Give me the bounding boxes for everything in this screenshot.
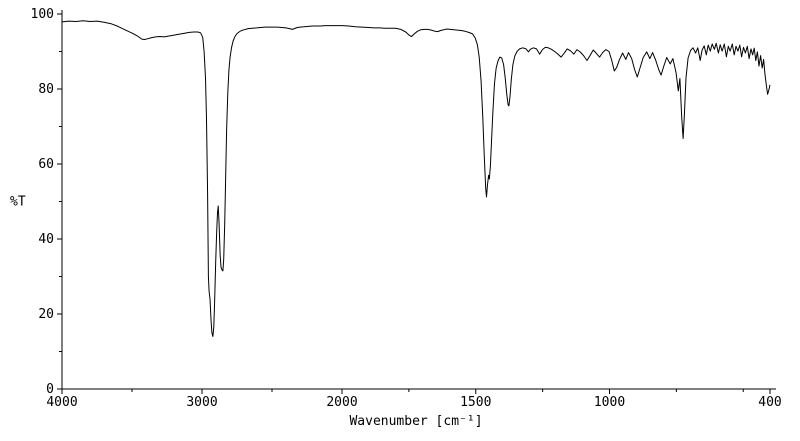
- y-tick-label: 60: [38, 157, 54, 172]
- x-axis: 4000 3000 2000 1500 1000 400: [46, 389, 782, 410]
- x-tick-label: 3000: [186, 395, 217, 410]
- spectrum-line: [61, 20, 771, 337]
- y-axis: 0 20 40 60 80 100: [31, 7, 62, 397]
- x-tick-label: 4000: [46, 395, 77, 410]
- x-axis-title: Wavenumber [cm⁻¹]: [349, 414, 482, 429]
- y-tick-label: 0: [46, 382, 54, 397]
- y-tick-label: 20: [38, 307, 54, 322]
- x-tick-label: 1000: [594, 395, 625, 410]
- y-axis-title: %T: [10, 195, 26, 210]
- x-tick-label: 400: [758, 395, 781, 410]
- x-tick-label: 2000: [326, 395, 357, 410]
- x-tick-label: 1500: [460, 395, 491, 410]
- axes: [61, 10, 776, 390]
- y-tick-label: 40: [38, 232, 54, 247]
- y-tick-label: 80: [38, 82, 54, 97]
- y-tick-label: 100: [31, 7, 54, 22]
